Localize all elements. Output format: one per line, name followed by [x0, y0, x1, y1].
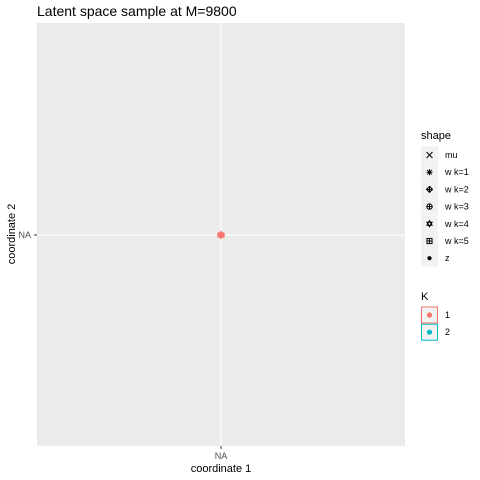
color-legend-title: K [421, 291, 429, 303]
dot-icon [426, 329, 433, 335]
square-plus-icon [426, 237, 433, 245]
shape-legend-label: w k=1 [444, 167, 469, 177]
shape-legend-label: mu [445, 150, 458, 160]
shape-legend-item: mu [421, 146, 458, 164]
shape-legend-item: w k=2 [421, 180, 469, 198]
shape-legend-label: z [445, 253, 450, 263]
shape-legend-label: w k=2 [444, 184, 469, 194]
star-of-david-icon [426, 219, 433, 228]
y-axis-label: coordinate 2 [6, 204, 18, 265]
shape-legend-item: w k=4 [421, 215, 469, 233]
shape-legend: mu w k=1 w k=2 w k=3 w k=4 w k=5 z [421, 146, 469, 267]
diamond-plus-icon [425, 185, 434, 194]
shape-legend-title: shape [421, 130, 451, 142]
dot-icon [427, 256, 432, 261]
data-point [217, 230, 225, 240]
shape-legend-label: w k=3 [444, 202, 469, 212]
points-layer [216, 230, 226, 240]
shape-legend-item: z [421, 249, 450, 267]
shape-legend-label: w k=5 [444, 236, 469, 246]
circle-plus-icon [426, 203, 433, 210]
color-legend-item: 1 [421, 306, 450, 324]
shape-legend-item: w k=3 [421, 198, 469, 216]
cross-icon [426, 151, 433, 159]
color-legend-label: 2 [445, 327, 450, 337]
shape-legend-item: w k=5 [421, 232, 469, 250]
asterisk-icon [426, 169, 433, 176]
chart-title: Latent space sample at M=9800 [37, 3, 237, 19]
shape-legend-item: w k=1 [421, 163, 469, 181]
x-axis-label: coordinate 1 [191, 463, 252, 475]
legend-key-background [421, 215, 438, 233]
dot-icon [426, 312, 433, 318]
y-tick-label: NA [18, 230, 31, 240]
x-tick-label: NA [215, 451, 228, 461]
color-legend-label: 1 [445, 310, 450, 320]
color-legend: 12 [421, 306, 450, 341]
shape-legend-label: w k=4 [444, 219, 469, 229]
color-legend-item: 2 [421, 323, 450, 341]
